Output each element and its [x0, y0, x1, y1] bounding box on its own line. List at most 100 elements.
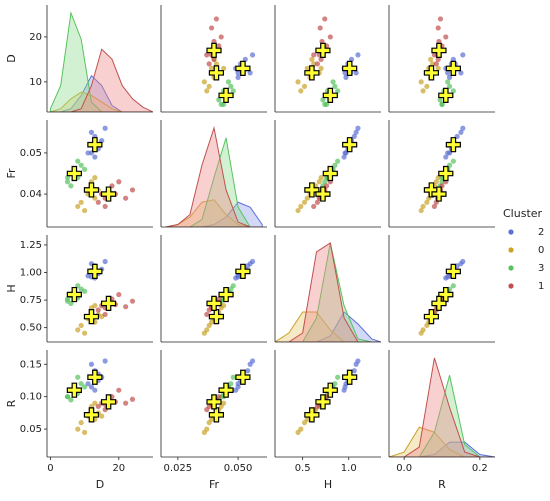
point — [458, 70, 464, 76]
point — [75, 426, 81, 432]
point — [206, 83, 212, 89]
point — [225, 79, 232, 85]
y-tick-label: 0.50 — [20, 323, 42, 334]
point — [332, 83, 338, 89]
y-axis-label: H — [5, 284, 18, 292]
panel — [201, 358, 256, 435]
point — [204, 311, 210, 318]
point — [235, 274, 241, 280]
point — [75, 327, 81, 333]
point — [318, 65, 324, 71]
point — [319, 38, 325, 45]
point — [78, 381, 84, 387]
point — [460, 52, 466, 58]
point — [92, 387, 98, 393]
point — [433, 179, 439, 185]
point — [420, 203, 426, 210]
kde-area — [50, 48, 153, 112]
y-tick-label: 10 — [29, 77, 42, 88]
point — [343, 74, 349, 80]
point — [129, 298, 136, 304]
point — [420, 88, 426, 94]
point — [324, 101, 330, 107]
centroid — [423, 309, 439, 325]
panel — [295, 125, 361, 214]
point — [437, 16, 444, 22]
centroid — [218, 87, 234, 103]
y-tick-label: 20 — [29, 32, 42, 43]
centroid — [206, 42, 222, 59]
panel — [49, 10, 153, 112]
point — [322, 16, 328, 22]
point — [102, 311, 108, 318]
point — [211, 38, 217, 45]
point — [242, 56, 248, 62]
point — [64, 296, 71, 302]
centroid — [83, 182, 100, 198]
point — [428, 56, 434, 62]
point — [437, 97, 443, 103]
centroid — [322, 382, 338, 398]
point — [116, 387, 122, 393]
point — [445, 274, 451, 280]
point — [204, 426, 210, 432]
centroid — [304, 65, 320, 81]
point — [92, 175, 98, 181]
panel — [201, 258, 256, 336]
point — [82, 429, 88, 435]
x-tick-label: 1.0 — [341, 463, 357, 474]
point — [92, 400, 98, 406]
point — [301, 199, 308, 205]
point — [348, 56, 355, 62]
point — [424, 199, 430, 205]
point — [450, 88, 456, 94]
point — [298, 426, 304, 432]
panel — [418, 125, 466, 214]
point — [88, 361, 95, 367]
centroid — [66, 165, 82, 182]
point — [123, 400, 129, 406]
point — [445, 70, 451, 76]
point — [218, 34, 224, 40]
point — [221, 101, 227, 107]
legend-marker — [508, 265, 514, 271]
centroid — [208, 309, 225, 325]
point — [123, 304, 129, 310]
legend-label: 3 — [538, 263, 544, 274]
point — [204, 327, 210, 333]
y-tick-label: 0.15 — [20, 359, 42, 370]
point — [341, 154, 347, 160]
point — [418, 79, 424, 85]
point — [298, 88, 304, 94]
kde-area — [50, 74, 153, 112]
point — [418, 207, 424, 214]
x-tick-label: 0.0 — [396, 463, 412, 474]
centroid — [100, 394, 117, 410]
point — [436, 38, 442, 45]
point — [208, 65, 215, 71]
point — [445, 150, 451, 156]
point — [201, 79, 207, 85]
point — [85, 381, 91, 387]
point — [82, 166, 88, 172]
point — [311, 203, 317, 210]
point — [102, 125, 108, 131]
centroid — [438, 165, 454, 182]
point — [342, 384, 348, 390]
point — [249, 258, 256, 265]
centroid — [218, 382, 234, 398]
kde-area — [275, 242, 381, 342]
panel — [389, 357, 495, 457]
point — [88, 129, 95, 135]
panel — [165, 125, 263, 227]
y-tick-label: 0.10 — [20, 392, 42, 403]
point — [458, 129, 464, 135]
point — [435, 65, 441, 71]
point — [420, 327, 426, 333]
point — [245, 368, 251, 374]
point — [353, 70, 359, 76]
panel — [295, 358, 361, 435]
centroid — [423, 65, 439, 81]
point — [309, 56, 315, 62]
